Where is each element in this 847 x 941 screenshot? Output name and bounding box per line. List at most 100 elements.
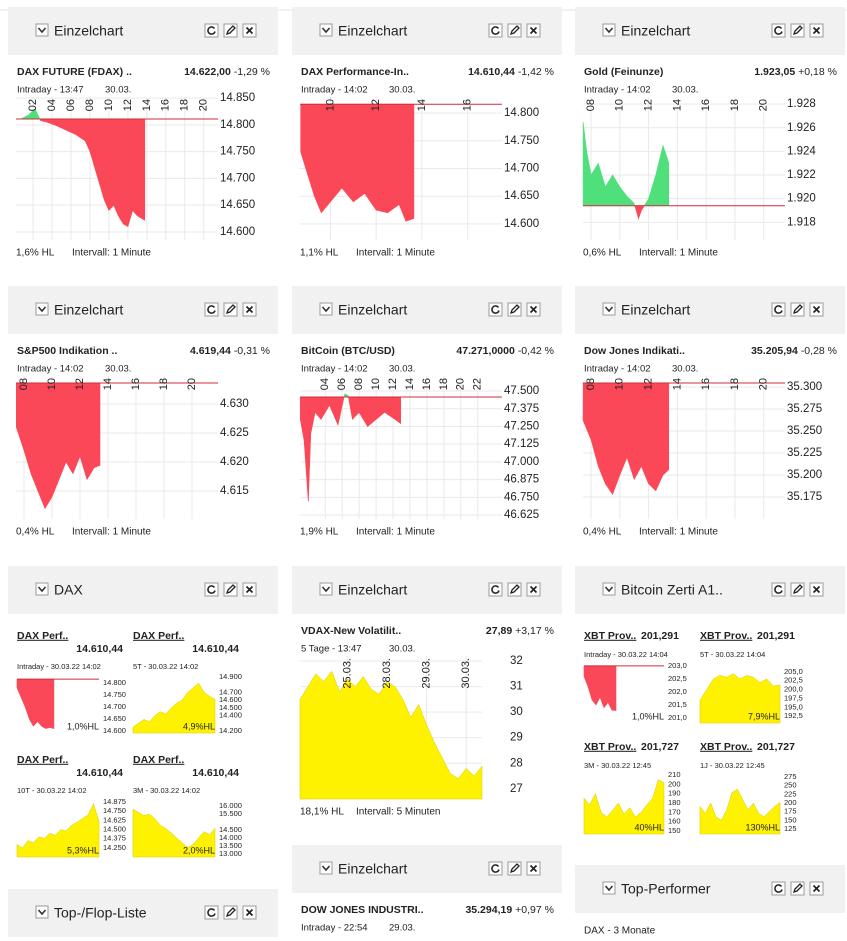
mini-name[interactable]: XBT Prov.. <box>700 741 752 753</box>
widget-title: Einzelchart <box>338 302 407 318</box>
y-tick-label: 203,0 <box>668 661 687 670</box>
edit-button[interactable] <box>223 23 238 38</box>
collapse-toggle[interactable] <box>319 861 333 875</box>
area-below <box>21 118 146 228</box>
period: Intraday - 14:02 <box>301 85 368 96</box>
collapse-toggle[interactable] <box>319 582 333 596</box>
refresh-button[interactable] <box>771 881 786 896</box>
mini-high-low: 130%HL <box>745 822 780 832</box>
close-icon <box>812 305 821 314</box>
edit-button[interactable] <box>507 23 522 38</box>
y-tick-label: 14.800 <box>220 119 255 131</box>
x-tick-label: 16 <box>700 99 712 111</box>
collapse-toggle[interactable] <box>319 23 333 37</box>
y-tick-label: 14.375 <box>103 834 126 843</box>
chevron <box>37 306 47 313</box>
mini-name[interactable]: DAX Perf.. <box>133 630 184 642</box>
price: 1.923,05 <box>754 66 795 78</box>
refresh-button[interactable] <box>488 861 503 876</box>
mini-name[interactable]: DAX Perf.. <box>17 754 68 766</box>
refresh-button[interactable] <box>488 23 503 38</box>
mini-name[interactable]: DAX Perf.. <box>17 630 68 642</box>
collapse-toggle[interactable] <box>35 582 49 596</box>
refresh-button[interactable] <box>204 582 219 597</box>
y-tick-label: 14.625 <box>103 815 126 824</box>
collapse-toggle[interactable] <box>602 302 616 316</box>
y-tick-label: 125 <box>784 824 797 833</box>
collapse-toggle[interactable] <box>602 881 616 895</box>
interval: Intervall: 1 Minute <box>72 248 151 259</box>
x-tick-label: 06 <box>336 378 348 390</box>
change: +0,97 % <box>515 904 554 916</box>
refresh-icon <box>207 26 216 35</box>
x-tick-label: 10 <box>324 99 336 111</box>
x-tick-label: 12 <box>122 99 134 111</box>
refresh-button[interactable] <box>204 905 219 920</box>
x-tick-label: 08 <box>585 99 597 111</box>
mini-price: 201,291 <box>757 630 795 642</box>
mini-name[interactable]: XBT Prov.. <box>584 741 636 753</box>
mini-name[interactable]: XBT Prov.. <box>700 630 752 642</box>
refresh-button[interactable] <box>488 302 503 317</box>
refresh-button[interactable] <box>771 302 786 317</box>
x-tick-label: 08 <box>585 378 597 390</box>
edit-button[interactable] <box>507 582 522 597</box>
collapse-toggle[interactable] <box>35 905 49 919</box>
area <box>16 803 100 858</box>
instrument-name: S&P500 Indikation .. <box>17 345 117 357</box>
widget-text: DAX - 3 Monate <box>584 926 656 937</box>
collapse-toggle[interactable] <box>35 302 49 316</box>
refresh-button[interactable] <box>771 23 786 38</box>
mini-price: 14.610,44 <box>192 767 239 779</box>
refresh-icon <box>491 864 500 873</box>
edit-button[interactable] <box>790 881 805 896</box>
x-tick-label: 12 <box>387 378 399 390</box>
y-tick-label: 14.400 <box>219 711 242 720</box>
mini-high-low: 4,9%HL <box>183 721 215 731</box>
collapse-toggle[interactable] <box>35 23 49 37</box>
price: 14.610,44 <box>468 66 515 78</box>
edit-button[interactable] <box>223 582 238 597</box>
x-tick-label: 18 <box>438 378 450 390</box>
area <box>699 673 781 724</box>
edit-button[interactable] <box>790 582 805 597</box>
chevron <box>604 27 614 34</box>
interval: Intervall: 1 Minute <box>356 527 435 538</box>
area <box>699 788 781 835</box>
price: 27,89 <box>486 625 512 637</box>
x-tick-label: 18 <box>729 99 741 111</box>
collapse-toggle[interactable] <box>319 302 333 316</box>
edit-button[interactable] <box>223 905 238 920</box>
mini-price: 201,291 <box>641 630 679 642</box>
mini-name[interactable]: XBT Prov.. <box>584 630 636 642</box>
y-tick-label: 1.918 <box>787 216 816 228</box>
area <box>583 779 665 835</box>
mini-high-low: 2,0%HL <box>183 845 215 855</box>
edit-button[interactable] <box>507 302 522 317</box>
edit-button[interactable] <box>790 302 805 317</box>
y-tick-label: 225 <box>784 789 797 798</box>
refresh-button[interactable] <box>771 582 786 597</box>
y-tick-label: 202,5 <box>668 674 687 683</box>
refresh-button[interactable] <box>204 302 219 317</box>
mini-period: 5T - 30.03.22 14:02 <box>133 662 198 671</box>
x-tick-label: 14 <box>404 378 416 390</box>
collapse-toggle[interactable] <box>602 23 616 37</box>
x-tick-label: 18 <box>158 378 170 390</box>
refresh-button[interactable] <box>488 582 503 597</box>
y-tick-label: 200,0 <box>784 685 803 694</box>
collapse-toggle[interactable] <box>602 582 616 596</box>
y-tick-label: 14.750 <box>103 690 126 699</box>
edit-button[interactable] <box>790 23 805 38</box>
edit-button[interactable] <box>507 861 522 876</box>
chevron <box>321 865 331 872</box>
x-tick-label: 12 <box>370 99 382 111</box>
refresh-button[interactable] <box>204 23 219 38</box>
y-tick-label: 170 <box>668 807 681 816</box>
edit-icon <box>509 584 520 595</box>
mini-name[interactable]: DAX Perf.. <box>133 754 184 766</box>
widget-title: DAX <box>54 582 83 598</box>
edit-icon <box>225 25 236 36</box>
edit-button[interactable] <box>223 302 238 317</box>
